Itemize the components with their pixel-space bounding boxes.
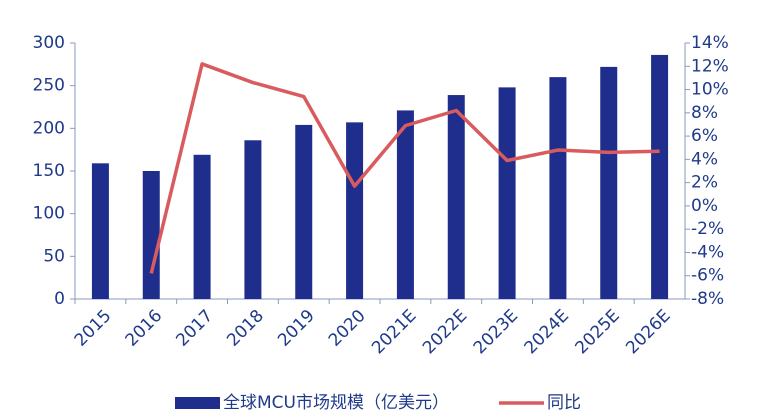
bar (651, 54, 669, 299)
bar (142, 171, 160, 299)
y2-tick-label: 6% (691, 126, 718, 146)
x-tick-label: 2019 (274, 306, 319, 351)
y2-tick-label: 4% (691, 149, 718, 169)
y-tick-label: 150 (33, 161, 65, 181)
x-tick-label: 2016 (122, 306, 167, 351)
legend-label: 同比 (547, 393, 581, 413)
y2-tick-label: 0% (691, 196, 718, 216)
bar (600, 66, 618, 299)
y2-tick-label: -8% (691, 289, 724, 309)
bar (193, 154, 211, 299)
x-tick-label: 2025E (571, 306, 623, 358)
y2-tick-label: 12% (691, 56, 729, 76)
y-tick-label: 200 (33, 118, 65, 138)
x-tick-label: 2022E (419, 306, 471, 358)
y2-tick-label: 8% (691, 103, 718, 123)
y2-tick-label: -4% (691, 242, 724, 262)
bar (498, 87, 516, 299)
bar (549, 77, 567, 299)
y2-tick-label: -6% (691, 266, 724, 286)
y-tick-label: 300 (33, 33, 65, 53)
x-tick-label: 2017 (172, 306, 217, 351)
bar (244, 140, 262, 299)
y-tick-label: 100 (33, 204, 65, 224)
line (149, 62, 660, 274)
y2-tick-label: 10% (691, 80, 729, 100)
bar (91, 163, 109, 299)
x-tick-label: 2024E (521, 306, 573, 358)
x-tick-label: 2018 (223, 306, 268, 351)
x-tick-label: 2023E (470, 306, 522, 358)
x-tick-label: 2020 (325, 306, 370, 351)
bar (447, 95, 465, 299)
bar (295, 124, 313, 299)
y2-tick-label: 14% (691, 33, 729, 53)
x-tick-label: 2026E (622, 306, 674, 358)
y-tick-label: 0 (54, 289, 65, 309)
y2-tick-label: 2% (691, 173, 718, 193)
y-tick-label: 250 (33, 76, 65, 96)
bar (396, 110, 414, 299)
legend-label: 全球MCU市场规模（亿美元） (223, 393, 449, 413)
legend-swatch (175, 397, 220, 409)
x-tick-label: 2015 (71, 306, 116, 351)
x-tick-label: 2021E (368, 306, 420, 358)
bar (346, 122, 364, 299)
y-tick-label: 50 (43, 246, 65, 266)
y2-tick-label: -2% (691, 219, 724, 239)
